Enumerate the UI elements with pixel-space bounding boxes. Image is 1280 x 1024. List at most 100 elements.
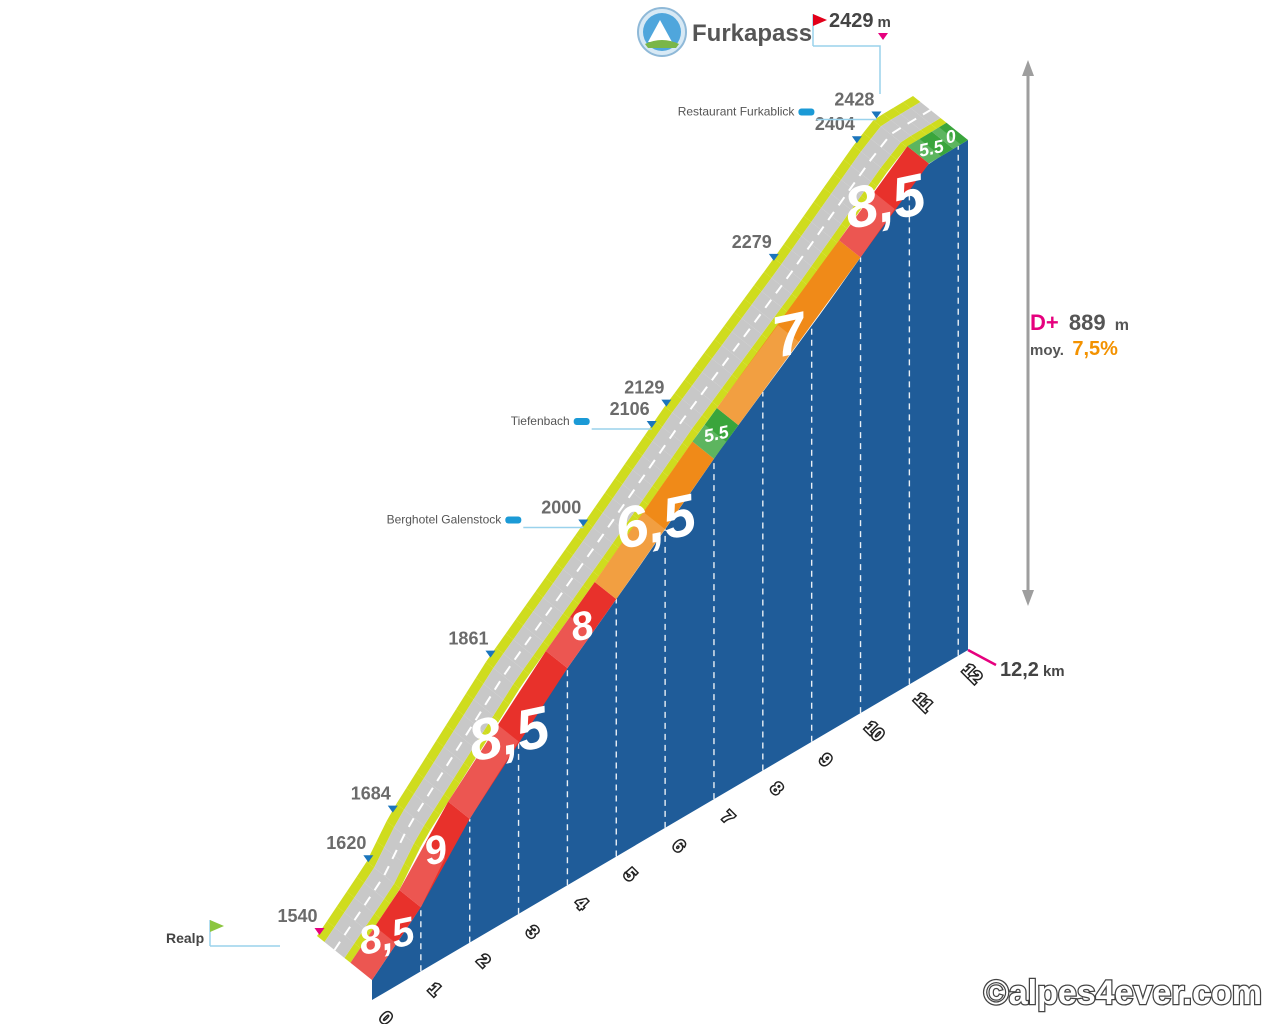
hotel-icon (505, 516, 522, 524)
road-shoulder-strip (741, 347, 758, 366)
road-shoulder-strip (555, 549, 573, 570)
road-shoulder-strip (535, 577, 553, 598)
km-tick-label: 8 (767, 779, 787, 799)
average-grade-text: moy. 7,5% (1030, 338, 1118, 360)
road-shoulder-strip (473, 731, 490, 752)
road-shoulder-strip (662, 457, 679, 477)
pass-name: Furkapass (692, 20, 812, 47)
road-shoulder-strip (831, 223, 848, 243)
grade-segment (839, 146, 929, 258)
road-shoulder-strip (605, 478, 623, 499)
grade-segments (350, 122, 968, 980)
road-strip (841, 165, 871, 196)
road-shoulder-strip (356, 861, 375, 883)
altitude-label: 1861 (448, 629, 488, 649)
points-of-interest: Restaurant Furkablick Tiefenbach Berghotel… (387, 105, 877, 529)
km-tick-label: 1 (425, 979, 445, 999)
road-shoulder-strip (553, 613, 570, 633)
altitude-label: 2000 (541, 498, 581, 518)
grade-segment-highlight (448, 724, 519, 819)
road-shoulder-strip (853, 132, 871, 152)
road-shoulder-strip (525, 591, 544, 612)
altitude-label: 2404 (815, 114, 855, 134)
road-shoulder-strip (652, 471, 669, 491)
credit-watermark: ©alpes4ever.com (984, 974, 1262, 1012)
summit-altitude: 2429 m (829, 10, 891, 32)
road-strip (384, 827, 415, 864)
altitude-marker-icon (768, 253, 779, 261)
road-shoulder-strip (622, 514, 639, 534)
road-strip (592, 512, 623, 544)
road-strip (374, 847, 405, 884)
grade-segment-highlight (907, 138, 942, 164)
road-shoulder-strip (930, 118, 947, 129)
road-shoulder-strip (394, 863, 411, 889)
road-shoulder-strip (384, 883, 401, 904)
road-shoulder-strip (563, 599, 579, 619)
altitude-marker-icon (578, 519, 589, 527)
start-flag-icon (209, 920, 224, 946)
altitude-marker-icon (871, 111, 882, 119)
altitude-marker-icon (485, 650, 496, 658)
summit-marker-icon (878, 33, 888, 40)
road-strip (781, 250, 812, 281)
road-shoulder-strip (443, 778, 460, 800)
grade-segment (448, 650, 568, 819)
road-shoulder-strip (414, 825, 430, 849)
road-strip (811, 207, 842, 238)
road-shoulder-strip (543, 627, 560, 647)
road-shoulder-strip (811, 252, 828, 271)
road-strip (682, 385, 713, 416)
road-shoulder-strip (595, 492, 613, 513)
gain-text: D+ 889 m (1030, 310, 1129, 335)
road-shoulder-strip (692, 415, 709, 434)
road-shoulder-strip (803, 201, 822, 222)
road-shoulder-strip (672, 442, 689, 463)
road-shoulder-strip (890, 142, 907, 160)
road-shoulder-strip (406, 772, 424, 795)
road-shoulder-strip (624, 449, 643, 470)
road-shoulder-strip (565, 535, 583, 556)
grade-segment (931, 122, 968, 149)
road-shoulder-strip (823, 173, 842, 194)
road-shoulder-strip (433, 794, 450, 815)
road-shoulder-strip (396, 788, 414, 810)
km-tick-label: 0 (376, 1008, 396, 1024)
road-shoulder-strip (773, 244, 792, 265)
km-tick-label: 6 (669, 836, 689, 856)
start-name: Realp (166, 930, 204, 946)
road-shoulder-strip (841, 209, 858, 229)
road-shoulder-strip (475, 662, 494, 684)
road-strip (850, 151, 881, 182)
road-shoulder-strip (851, 195, 868, 215)
road-shoulder-strip (575, 521, 593, 542)
road-shoulder-strip (533, 641, 550, 661)
road-shoulder-strip (632, 500, 649, 520)
road-shoulder-strip (764, 258, 782, 278)
road-shoulder-strip (761, 320, 778, 340)
km-tick-label: 9 (815, 750, 835, 770)
road-shoulder-strip (883, 107, 901, 120)
road-shoulder-strip (744, 285, 762, 305)
road-shoulder-strip (466, 677, 484, 700)
poi-label: Restaurant Furkablick (678, 105, 796, 119)
road-shoulder-strip (791, 280, 808, 299)
road-shoulder-strip (900, 135, 917, 148)
road-shoulder-strip (793, 215, 812, 237)
km-tick-label: 12 (959, 660, 986, 687)
poi-label: Tiefenbach (511, 414, 570, 428)
km-tick-label: 7 (718, 807, 738, 827)
road-strip (642, 441, 673, 472)
altitude-marker-icon (363, 855, 374, 863)
road-shoulder-strip (416, 756, 434, 779)
road-strip (582, 527, 613, 558)
km-tick-label: 5 (620, 865, 640, 885)
road-strip (672, 399, 703, 429)
altitude-marker-icon (387, 805, 398, 813)
grade-segment-highlight (545, 616, 592, 669)
road-strip (622, 469, 653, 501)
road-centre-line (333, 109, 932, 951)
road-strip (801, 221, 832, 253)
road-shoulder-strip (903, 96, 921, 108)
grade-segment (692, 407, 739, 459)
